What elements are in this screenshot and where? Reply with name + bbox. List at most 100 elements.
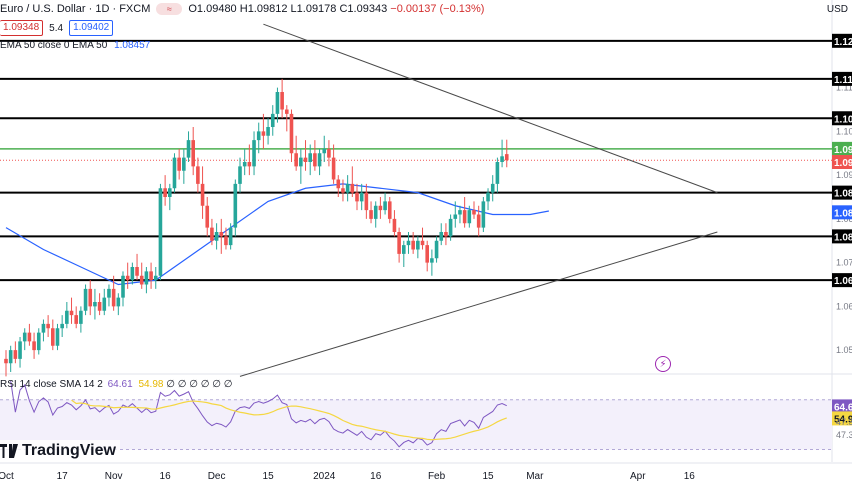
candle-body[interactable] (242, 162, 247, 167)
candle-body[interactable] (219, 232, 224, 237)
candle-body[interactable] (205, 205, 210, 228)
candle-body[interactable] (345, 183, 350, 193)
candle-body[interactable] (177, 157, 181, 171)
candle-body[interactable] (125, 275, 130, 281)
candle-body[interactable] (308, 153, 312, 162)
candle-body[interactable] (406, 240, 411, 246)
candle-body[interactable] (495, 162, 500, 184)
candle-body[interactable] (116, 297, 121, 307)
candle-body[interactable] (313, 153, 317, 167)
candle-body[interactable] (200, 183, 205, 206)
candle-body[interactable] (149, 271, 153, 281)
candle-body[interactable] (228, 227, 233, 246)
candle-body[interactable] (303, 157, 308, 162)
candle-body[interactable] (486, 192, 490, 202)
candle-body[interactable] (444, 232, 448, 237)
candle-body[interactable] (490, 183, 495, 193)
candle-body[interactable] (425, 245, 429, 263)
candle-body[interactable] (411, 240, 415, 250)
candle-body[interactable] (79, 310, 83, 324)
candle-body[interactable] (448, 218, 453, 237)
candle-body[interactable] (453, 214, 458, 219)
symbol-title[interactable]: Euro / U.S. Dollar · 1D · FXCM (0, 3, 151, 15)
candle-body[interactable] (355, 192, 359, 202)
candle-body[interactable] (60, 323, 64, 329)
candle-body[interactable] (69, 310, 74, 316)
candle-body[interactable] (341, 188, 345, 193)
candle-body[interactable] (476, 214, 481, 228)
candle-body[interactable] (462, 210, 467, 224)
candle-body[interactable] (51, 328, 55, 346)
candle-body[interactable] (74, 315, 78, 324)
rsi-sma-line[interactable] (71, 399, 507, 441)
candle-body[interactable] (247, 162, 252, 167)
compare-pill[interactable]: ≈ (156, 3, 183, 15)
candle-body[interactable] (481, 201, 486, 228)
candle-body[interactable] (322, 148, 327, 154)
currency-label[interactable]: USD (826, 4, 848, 15)
candle-body[interactable] (289, 113, 294, 154)
candle-body[interactable] (224, 236, 228, 246)
rsi-legend[interactable]: RSI 14 close SMA 14 2 64.61 54.98 ∅ ∅ ∅ … (0, 379, 232, 390)
candle-body[interactable] (392, 218, 397, 232)
candle-body[interactable] (233, 183, 238, 228)
ema-legend[interactable]: EMA 50 close 0 EMA 50 1.08457 (0, 40, 150, 51)
candle-body[interactable] (387, 201, 392, 219)
candle-body[interactable] (397, 232, 401, 254)
candle-body[interactable] (65, 310, 69, 324)
ema-50-line[interactable] (5, 183, 549, 286)
candle-body[interactable] (369, 210, 373, 219)
candle-body[interactable] (434, 240, 439, 259)
candle-body[interactable] (285, 109, 289, 114)
candle-body[interactable] (504, 154, 509, 161)
candle-body[interactable] (46, 323, 50, 329)
candle-body[interactable] (331, 157, 336, 180)
buy-button[interactable]: 1.09402 (69, 20, 114, 36)
candle-body[interactable] (139, 275, 144, 285)
candle-body[interactable] (500, 156, 504, 162)
candle-body[interactable] (256, 131, 261, 141)
candle-body[interactable] (121, 275, 125, 298)
candle-body[interactable] (294, 153, 298, 167)
candle-body[interactable] (18, 341, 22, 359)
trendline[interactable] (239, 231, 718, 377)
candle-body[interactable] (378, 205, 383, 211)
tradingview-logo[interactable]: TradingView (0, 440, 120, 462)
candle-body[interactable] (439, 232, 444, 241)
candle-body[interactable] (280, 92, 284, 110)
candle-body[interactable] (402, 245, 406, 254)
candle-body[interactable] (186, 140, 191, 158)
candle-body[interactable] (93, 302, 97, 307)
candle-body[interactable] (97, 302, 102, 311)
candle-body[interactable] (83, 288, 88, 311)
candle-body[interactable] (472, 210, 476, 215)
candle-body[interactable] (364, 192, 369, 211)
candle-body[interactable] (317, 153, 322, 167)
candle-body[interactable] (261, 131, 266, 136)
candle-body[interactable] (111, 288, 116, 307)
candle-body[interactable] (13, 350, 18, 359)
candle-body[interactable] (107, 288, 111, 298)
candle-body[interactable] (416, 240, 420, 250)
candle-body[interactable] (144, 271, 149, 285)
candle-body[interactable] (102, 297, 107, 311)
candle-body[interactable] (41, 323, 46, 333)
candle-body[interactable] (191, 140, 195, 167)
candle-body[interactable] (275, 92, 280, 114)
lightning-icon[interactable]: ⚡ (655, 356, 671, 372)
candle-body[interactable] (153, 275, 158, 281)
candle-body[interactable] (32, 341, 36, 351)
candle-body[interactable] (130, 267, 135, 281)
candle-body[interactable] (467, 210, 472, 224)
trendline[interactable] (263, 23, 718, 194)
candle-body[interactable] (383, 201, 387, 211)
candle-body[interactable] (350, 183, 355, 193)
candle-body[interactable] (196, 166, 200, 184)
candle-body[interactable] (430, 258, 434, 263)
candle-body[interactable] (327, 148, 331, 158)
candle-body[interactable] (36, 332, 41, 351)
candle-body[interactable] (214, 232, 219, 241)
candle-body[interactable] (163, 188, 167, 197)
candle-body[interactable] (266, 127, 270, 136)
